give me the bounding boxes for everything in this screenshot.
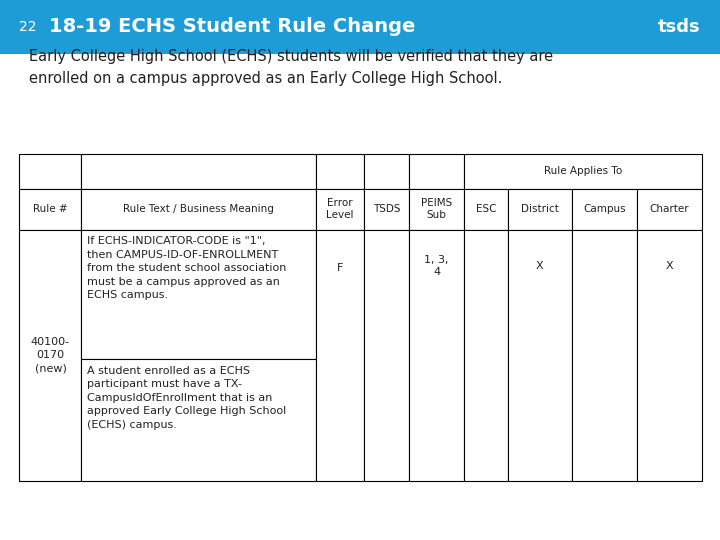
Bar [19,189,81,230]
Text: Campus: Campus [583,204,626,214]
Bar [409,154,464,189]
Text: tsds: tsds [658,18,701,36]
Text: If ECHS-INDICATOR-CODE is "1",
then CAMPUS-ID-OF-ENROLLMENT
from the student sch: If ECHS-INDICATOR-CODE is "1", then CAMP… [87,236,287,300]
Bar [409,230,464,481]
Text: X: X [536,261,544,271]
Bar [81,359,316,481]
Bar [572,189,637,230]
Bar [19,154,81,189]
Text: Early College High School (ECHS) students will be verified that they are
enrolle: Early College High School (ECHS) student… [29,49,553,86]
Bar [637,230,702,481]
Text: 18-19 ECHS Student Rule Change: 18-19 ECHS Student Rule Change [49,17,415,37]
Bar [316,189,364,230]
Bar [81,189,316,230]
Bar [0,0,720,54]
Text: X: X [666,261,673,271]
Bar [81,154,316,189]
Text: Error
Level: Error Level [326,199,354,220]
Bar [464,189,508,230]
Bar [464,230,508,481]
Bar [409,189,464,230]
Text: TSDS: TSDS [373,204,400,214]
Bar [316,230,364,481]
Bar [364,189,409,230]
Text: F: F [337,264,343,273]
Bar [572,230,637,481]
Bar [637,189,702,230]
Text: ESC: ESC [476,204,496,214]
Text: 22: 22 [19,20,37,34]
Text: District: District [521,204,559,214]
Text: 1, 3,
4: 1, 3, 4 [424,254,449,277]
Text: Rule #: Rule # [33,204,68,214]
Text: 40100-
0170
(new): 40100- 0170 (new) [31,337,70,373]
Bar [364,230,409,481]
Text: A student enrolled as a ECHS
participant must have a TX-
CampusIdOfEnrollment th: A student enrolled as a ECHS participant… [87,366,287,430]
Text: PEIMS
Sub: PEIMS Sub [421,199,452,220]
Bar [81,230,316,359]
Text: Rule Applies To: Rule Applies To [544,166,622,177]
Bar [364,154,409,189]
Text: Charter: Charter [649,204,690,214]
Bar [316,154,364,189]
Bar [464,154,702,189]
Bar [508,189,572,230]
Bar [19,230,81,481]
Bar [508,230,572,481]
Text: Rule Text / Business Meaning: Rule Text / Business Meaning [123,204,274,214]
